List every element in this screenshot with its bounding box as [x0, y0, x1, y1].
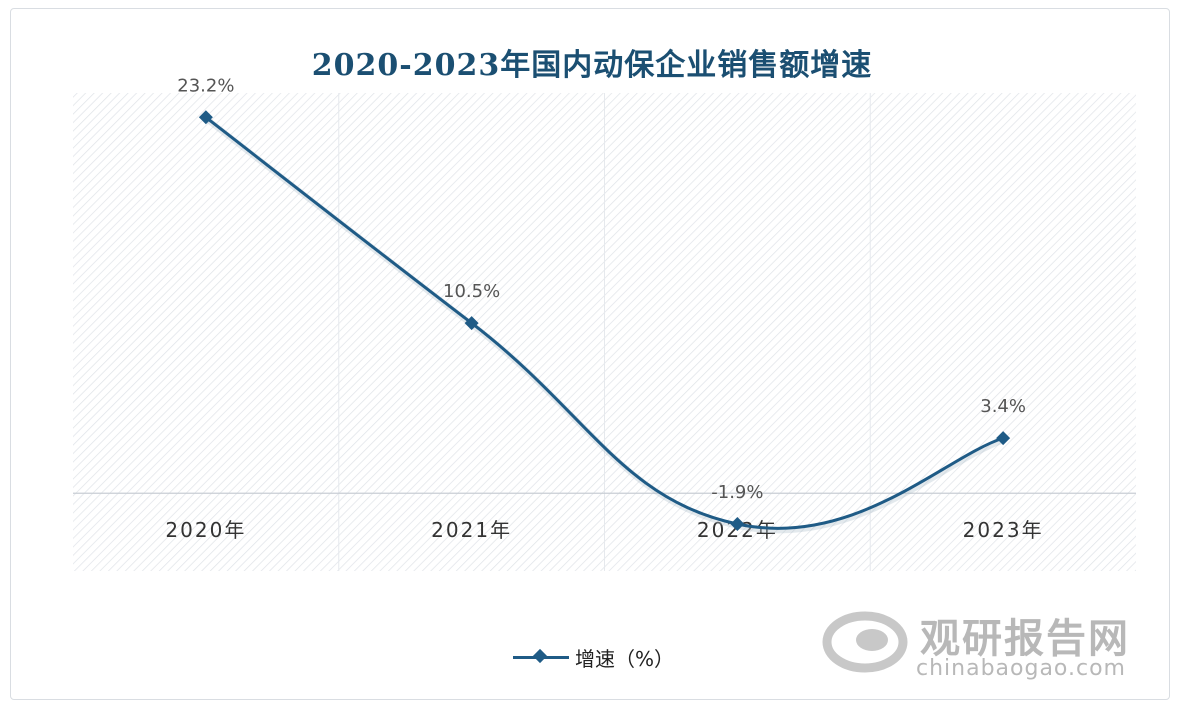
chart-title: 2020-2023年国内动保企业销售额增速 — [311, 48, 873, 83]
data-point — [464, 316, 479, 331]
watermark-logo-icon — [822, 611, 908, 673]
data-point — [730, 517, 745, 532]
data-label: 3.4% — [980, 396, 1026, 417]
data-label: 10.5% — [443, 281, 500, 302]
legend: 增速（%） — [513, 642, 674, 672]
x-tick-label: 2023年 — [963, 518, 1044, 542]
watermark-site: chinabaogao.com — [916, 656, 1126, 681]
watermark-name: 观研报告网 — [920, 616, 1130, 662]
x-tick-label: 2021年 — [431, 518, 512, 542]
series-line — [204, 116, 1004, 530]
diamond-marker-icon — [532, 648, 548, 664]
data-label: -1.9% — [711, 482, 763, 503]
data-label: 23.2% — [177, 75, 234, 96]
data-point — [198, 110, 213, 125]
legend-swatch — [513, 648, 569, 665]
x-tick-label: 2020年 — [165, 518, 246, 542]
watermark: 观研报告网 chinabaogao.com — [820, 600, 1150, 690]
data-point — [996, 431, 1011, 446]
legend-label: 增速（%） — [575, 646, 675, 671]
